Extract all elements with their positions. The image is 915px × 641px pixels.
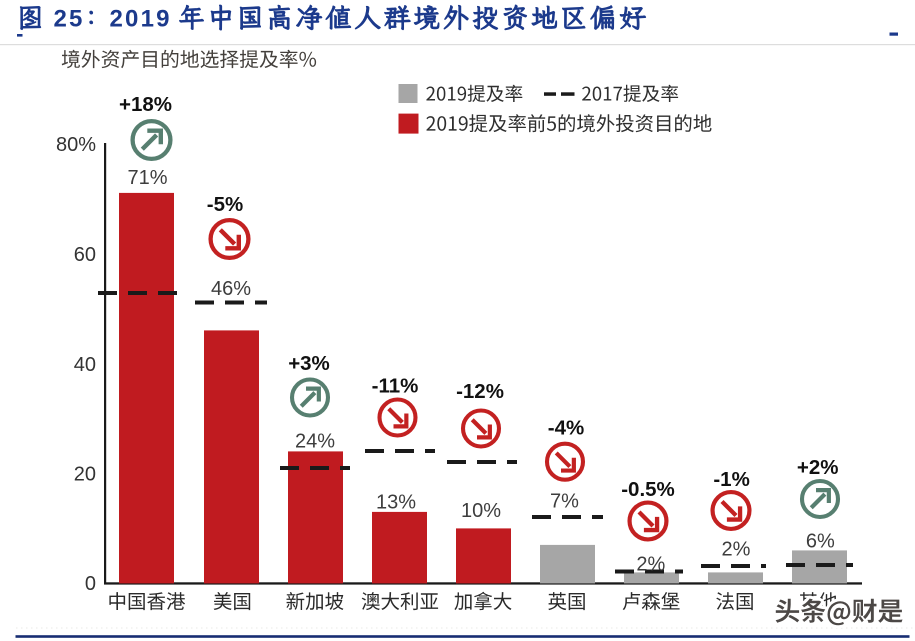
svg-text:7%: 7% <box>550 491 579 513</box>
svg-text:-5%: -5% <box>207 193 243 216</box>
svg-text:24%: 24% <box>295 431 335 453</box>
svg-text:+2%: +2% <box>797 456 839 479</box>
svg-text:-11%: -11% <box>372 375 419 398</box>
svg-text:13%: 13% <box>376 492 416 514</box>
svg-text:2019: 2019 <box>110 6 172 33</box>
svg-text:2%: 2% <box>636 554 665 576</box>
svg-text:46%: 46% <box>211 278 251 300</box>
svg-text:10%: 10% <box>461 500 501 522</box>
svg-text:25: 25 <box>54 6 85 33</box>
svg-text:+18%: +18% <box>119 93 172 116</box>
svg-text:2%: 2% <box>722 539 751 561</box>
svg-text:+3%: +3% <box>288 352 330 375</box>
svg-text:6%: 6% <box>806 531 835 553</box>
svg-text:80%: 80% <box>56 134 96 156</box>
svg-text:40: 40 <box>74 354 96 376</box>
svg-text:20: 20 <box>74 464 96 486</box>
svg-text:60: 60 <box>74 244 96 266</box>
svg-text:-4%: -4% <box>548 417 584 440</box>
svg-text:71%: 71% <box>127 167 167 189</box>
svg-text:-1%: -1% <box>713 468 749 491</box>
svg-text:0: 0 <box>85 573 96 595</box>
svg-text:-12%: -12% <box>456 380 504 403</box>
svg-text:-0.5%: -0.5% <box>621 478 675 501</box>
